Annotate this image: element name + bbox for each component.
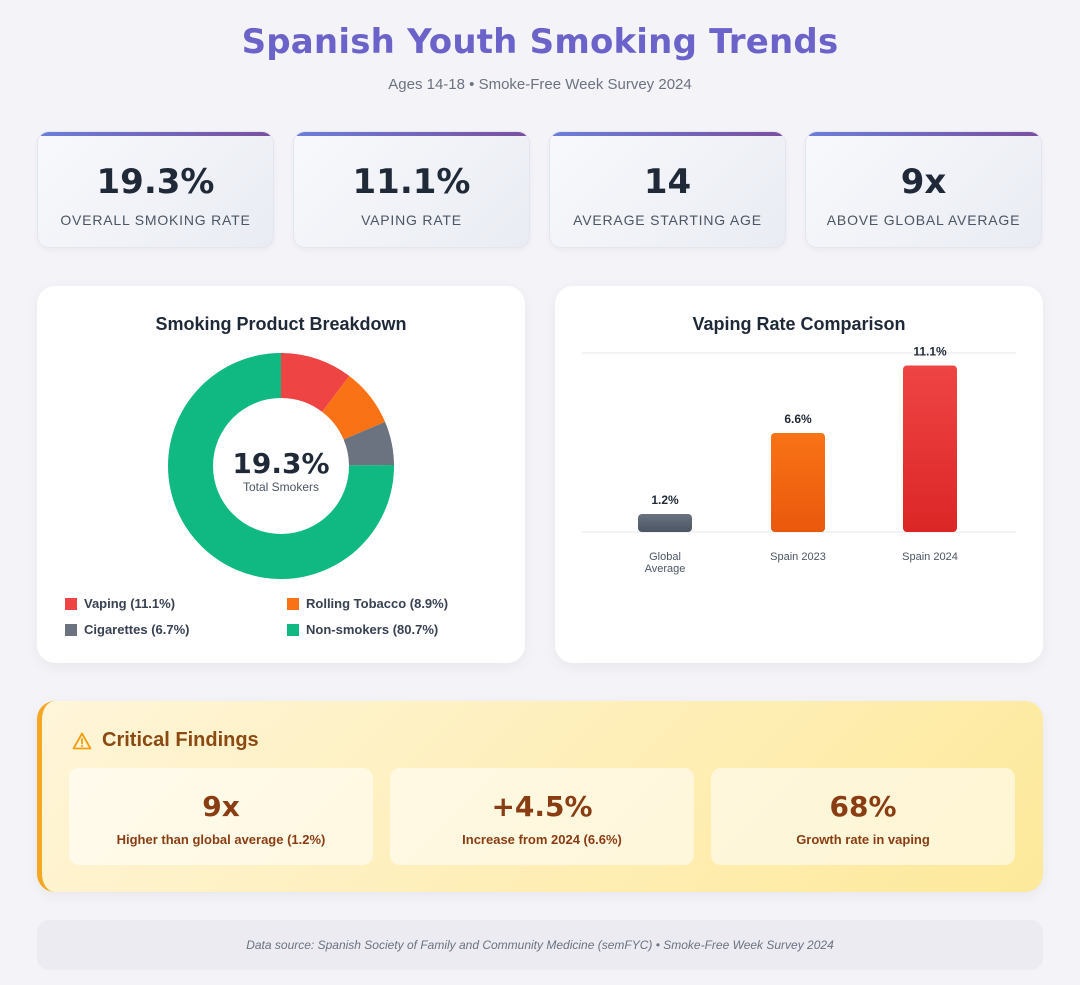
stat-card-smoking-rate: 19.3% Overall Smoking Rate	[37, 131, 274, 248]
stat-card-starting-age: 14 Average Starting Age	[549, 131, 786, 248]
finding-card: 68% Growth rate in vaping	[711, 768, 1015, 865]
bar-chart: 1.2% Global Average 6.6% Spain 2023 11.1% Spai…	[582, 345, 1016, 575]
stat-value: 11.1%	[352, 162, 471, 202]
stat-value: 19.3%	[96, 162, 215, 202]
page-subtitle: Ages 14-18 • Smoke-Free Week Survey 2024	[388, 76, 692, 93]
warning-icon	[72, 732, 92, 749]
bar-category-label: Global Average	[645, 551, 686, 575]
finding-card: +4.5% Increase from 2024 (6.6%)	[390, 768, 694, 865]
stat-card-global-multiple: 9x Above Global Average	[805, 131, 1042, 248]
legend-item-non-smokers: Non-smokers (80.7%)	[287, 622, 438, 637]
bar-category-label: Spain 2023	[770, 551, 826, 563]
stat-value: 9x	[900, 162, 947, 202]
donut-center-value: 19.3%	[232, 447, 329, 480]
legend-item-rolling-tobacco: Rolling Tobacco (8.9%)	[287, 596, 448, 611]
stat-label: Vaping Rate	[361, 212, 462, 228]
legend-swatch	[65, 597, 77, 610]
stat-card-vaping-rate: 11.1% Vaping Rate	[293, 131, 530, 248]
legend-label: Cigarettes (6.7%)	[84, 622, 190, 637]
vaping-comparison-panel: Vaping Rate Comparison 1.2% Global Average…	[555, 286, 1043, 663]
donut-slice-3	[167, 353, 394, 579]
finding-value: 9x	[202, 790, 240, 823]
finding-label: Higher than global average (1.2%)	[116, 832, 326, 847]
stat-label: Average Starting Age	[573, 212, 762, 228]
finding-card: 9x Higher than global average (1.2%)	[69, 768, 373, 865]
finding-label: Increase from 2024 (6.6%)	[462, 832, 622, 847]
bar-1	[771, 433, 825, 532]
bar-2	[903, 365, 957, 532]
legend-swatch	[65, 623, 77, 636]
stat-label: Above Global Average	[826, 212, 1021, 228]
findings-heading: Critical Findings	[72, 729, 259, 752]
stat-value: 14	[643, 162, 692, 202]
page-title: Spanish Youth Smoking Trends	[241, 22, 839, 62]
legend-swatch	[287, 623, 299, 636]
legend-label: Vaping (11.1%)	[84, 596, 176, 611]
donut-slice-0	[281, 353, 350, 412]
legend-label: Non-smokers (80.7%)	[306, 622, 439, 637]
stat-label: Overall Smoking Rate	[60, 212, 251, 228]
bar-category-label: Spain 2024	[902, 551, 958, 563]
bar-value-label: 1.2%	[651, 493, 679, 507]
bar-value-label: 6.6%	[784, 412, 812, 426]
bar-value-label: 11.1%	[913, 345, 947, 359]
finding-label: Growth rate in vaping	[796, 832, 930, 847]
critical-findings-panel: Critical Findings 9x Higher than global …	[37, 701, 1043, 892]
donut-slice-1	[322, 376, 386, 440]
legend-label: Rolling Tobacco (8.9%)	[306, 596, 449, 611]
donut-slice-2	[343, 421, 394, 466]
legend-swatch	[287, 597, 299, 610]
product-breakdown-panel: Smoking Product Breakdown 19.3% Total Sm…	[37, 286, 525, 663]
donut-center-label: Total Smokers	[243, 480, 319, 494]
findings-title: Critical Findings	[102, 729, 259, 751]
bar-chart-title: Vaping Rate Comparison	[692, 314, 906, 334]
legend-item-vaping: Vaping (11.1%)	[65, 596, 175, 611]
legend-item-cigarettes: Cigarettes (6.7%)	[65, 622, 189, 637]
donut-chart-title: Smoking Product Breakdown	[155, 314, 407, 334]
finding-value: +4.5%	[491, 790, 593, 823]
data-source-footer: Data source: Spanish Society of Family a…	[37, 920, 1043, 970]
header: Spanish Youth Smoking Trends Ages 14-18 …	[0, 22, 1080, 93]
bar-0	[638, 514, 692, 532]
donut-chart: 19.3% Total Smokers	[167, 353, 394, 579]
finding-value: 68%	[829, 790, 897, 823]
